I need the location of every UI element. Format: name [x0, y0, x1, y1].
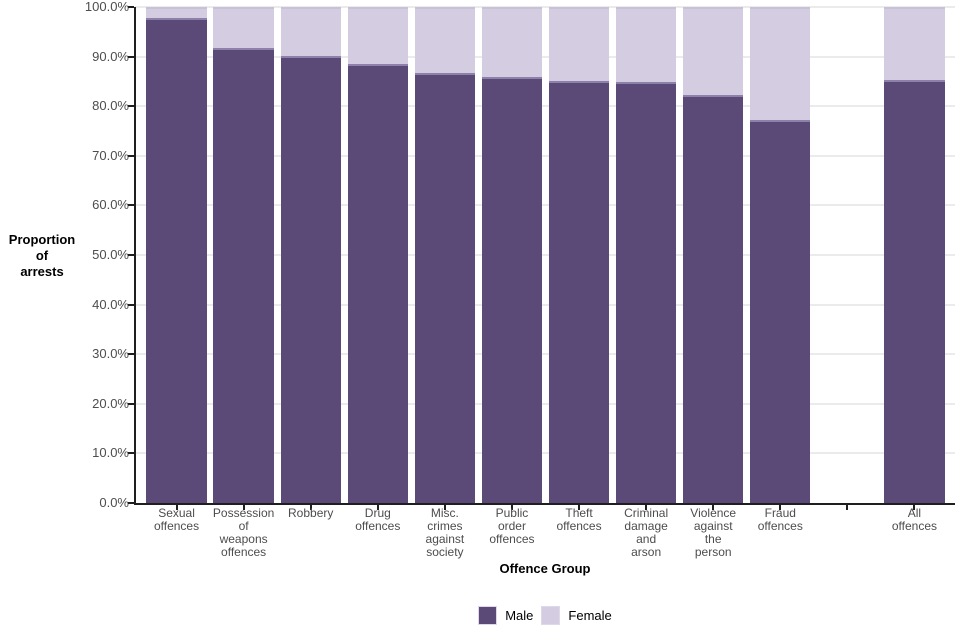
bar-segment-male	[213, 47, 274, 503]
y-tick-mark	[128, 452, 134, 455]
y-tick-label: 40.0%	[92, 296, 129, 312]
x-tick-mark	[779, 505, 782, 510]
legend-entry-female: Female	[541, 605, 612, 625]
gridline	[135, 204, 955, 207]
y-tick-label: 70.0%	[92, 147, 129, 163]
x-tick-label: Criminal damage and arson	[624, 506, 669, 559]
y-tick-label: 80.0%	[92, 98, 129, 114]
bar-segment-female	[347, 7, 408, 65]
bar-segment-female	[615, 7, 677, 83]
bar-segment-male	[750, 119, 811, 503]
x-tick-label: Violence against the person	[690, 506, 737, 559]
x-tick-label: Sexual offences	[153, 506, 200, 533]
x-tick-label: Misc. crimes against society	[425, 506, 465, 559]
bar-segment-male	[481, 77, 543, 503]
x-tick-mark	[578, 505, 581, 510]
y-tick-mark	[128, 303, 134, 306]
y-tick-label: 20.0%	[92, 395, 129, 411]
y-tick-mark	[128, 55, 134, 58]
legend-label-male: Male	[505, 607, 534, 623]
bar-segment-male	[347, 64, 408, 503]
x-tick-mark	[242, 505, 245, 510]
x-tick-label: Fraud offences	[757, 506, 803, 533]
bar-segment-male	[548, 80, 610, 503]
gridline	[135, 254, 955, 256]
y-tick-mark	[128, 204, 134, 207]
bar-segment-female	[884, 7, 945, 80]
y-tick-label: 60.0%	[92, 197, 129, 213]
gridline	[135, 402, 955, 405]
y-tick-label: 100.0%	[84, 0, 129, 14]
x-tick-mark	[376, 505, 379, 510]
y-tick-mark	[128, 6, 134, 8]
x-tick-mark	[712, 505, 715, 510]
female-color-swatch	[541, 605, 561, 625]
y-axis-title: Proportion of arrests	[8, 232, 76, 279]
bar-segment-female	[146, 7, 207, 18]
x-tick-label: Possession of weapons offences	[212, 506, 275, 559]
bar-segment-male	[146, 17, 207, 503]
x-tick-mark	[443, 505, 446, 510]
x-tick-label: Robbery	[288, 506, 334, 520]
gridline	[135, 55, 955, 58]
male-color-swatch	[478, 605, 498, 625]
bar-segment-female	[414, 7, 476, 74]
bar-segment-female	[481, 7, 543, 78]
y-tick-mark	[128, 502, 134, 504]
gridline	[135, 105, 955, 108]
x-tick-mark	[913, 505, 916, 510]
x-tick-label: All offences	[891, 506, 938, 533]
bar-segment-male	[414, 73, 476, 503]
bar-segment-male	[615, 82, 677, 503]
x-axis-line	[134, 503, 955, 505]
y-tick-mark	[128, 402, 134, 405]
gridline	[135, 303, 955, 306]
y-tick-label: 10.0%	[92, 445, 129, 461]
x-axis-title: Offence Group	[499, 561, 591, 576]
bar-segment-female	[280, 7, 341, 56]
x-tick-mark	[846, 505, 849, 510]
y-axis-line	[134, 7, 136, 503]
bar-segment-female	[548, 7, 610, 81]
legend: Male Female	[135, 604, 955, 626]
gridline	[135, 154, 955, 157]
x-tick-mark	[510, 505, 513, 510]
bar-segment-female	[750, 7, 811, 120]
y-tick-label: 50.0%	[92, 247, 129, 262]
x-tick-mark	[645, 505, 648, 510]
bar-segment-male	[683, 95, 744, 503]
gridline	[135, 6, 955, 8]
bar-segment-female	[683, 7, 744, 96]
y-tick-label: 0.0%	[99, 495, 129, 510]
bar-segment-male	[884, 79, 945, 503]
gridline	[135, 353, 955, 356]
x-tick-mark	[175, 505, 178, 510]
x-tick-label: Drug offences	[355, 506, 401, 533]
y-tick-mark	[128, 154, 134, 157]
x-tick-label: Public order offences	[489, 506, 535, 546]
y-tick-mark	[128, 254, 134, 256]
x-tick-label: Theft offences	[556, 506, 602, 533]
bar-segment-male	[280, 55, 341, 503]
legend-entry-male: Male	[478, 605, 534, 625]
y-tick-label: 90.0%	[92, 48, 129, 64]
legend-label-female: Female	[568, 607, 612, 623]
x-tick-mark	[309, 505, 312, 510]
gridline	[135, 452, 955, 455]
y-tick-mark	[128, 353, 134, 356]
y-tick-mark	[128, 105, 134, 108]
bar-segment-female	[213, 7, 274, 48]
y-tick-label: 30.0%	[92, 346, 129, 362]
